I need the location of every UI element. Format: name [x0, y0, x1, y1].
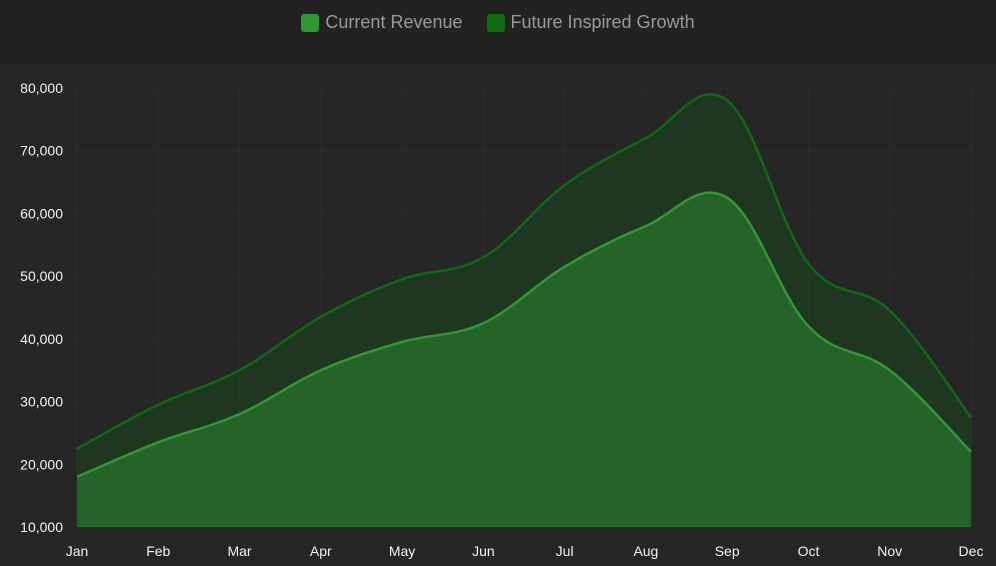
legend-item-current-revenue[interactable]: Current Revenue: [301, 12, 463, 33]
y-tick-label: 80,000: [20, 80, 63, 96]
legend-swatch-current-revenue: [301, 13, 320, 32]
area-future-inspired-growth: [77, 94, 971, 528]
x-tick-label: Jul: [556, 543, 574, 559]
x-tick-label: Mar: [227, 543, 251, 559]
x-tick-label: Jun: [472, 543, 495, 559]
y-tick-label: 70,000: [20, 143, 63, 159]
x-tick-label: May: [389, 543, 415, 559]
x-tick-label: Dec: [959, 543, 984, 559]
x-tick-label: Nov: [877, 543, 902, 559]
legend-swatch-future-inspired-growth: [486, 13, 505, 32]
legend: Current Revenue Future Inspired Growth: [0, 12, 996, 33]
line-future-inspired-growth: [76, 93, 972, 450]
chart-panel: 10,000 20,000 30,000 40,000 50,000 60,000 70,0…: [0, 64, 996, 566]
area-current-revenue: [77, 192, 971, 527]
legend-label-future-inspired-growth: Future Inspired Growth: [510, 12, 695, 32]
line-current-revenue: [76, 191, 972, 478]
y-tick-label: 60,000: [20, 205, 63, 221]
y-tick-label: 30,000: [20, 394, 63, 410]
area-chart: 10,000 20,000 30,000 40,000 50,000 60,000 70,0…: [20, 80, 984, 559]
x-tick-label: Feb: [146, 543, 170, 559]
legend-item-future-inspired-growth[interactable]: Future Inspired Growth: [486, 12, 695, 33]
y-tick-label: 40,000: [20, 331, 63, 347]
y-tick-label: 50,000: [20, 268, 63, 284]
legend-label-current-revenue: Current Revenue: [325, 12, 463, 32]
y-tick-label: 10,000: [20, 519, 63, 535]
x-tick-label: Jan: [66, 543, 89, 559]
x-tick-label: Sep: [715, 543, 740, 559]
legend-bar: Current Revenue Future Inspired Growth: [0, 0, 996, 64]
x-tick-label: Apr: [310, 543, 332, 559]
x-tick-label: Aug: [633, 543, 658, 559]
x-tick-label: Oct: [798, 543, 820, 559]
y-tick-label: 20,000: [20, 456, 63, 472]
